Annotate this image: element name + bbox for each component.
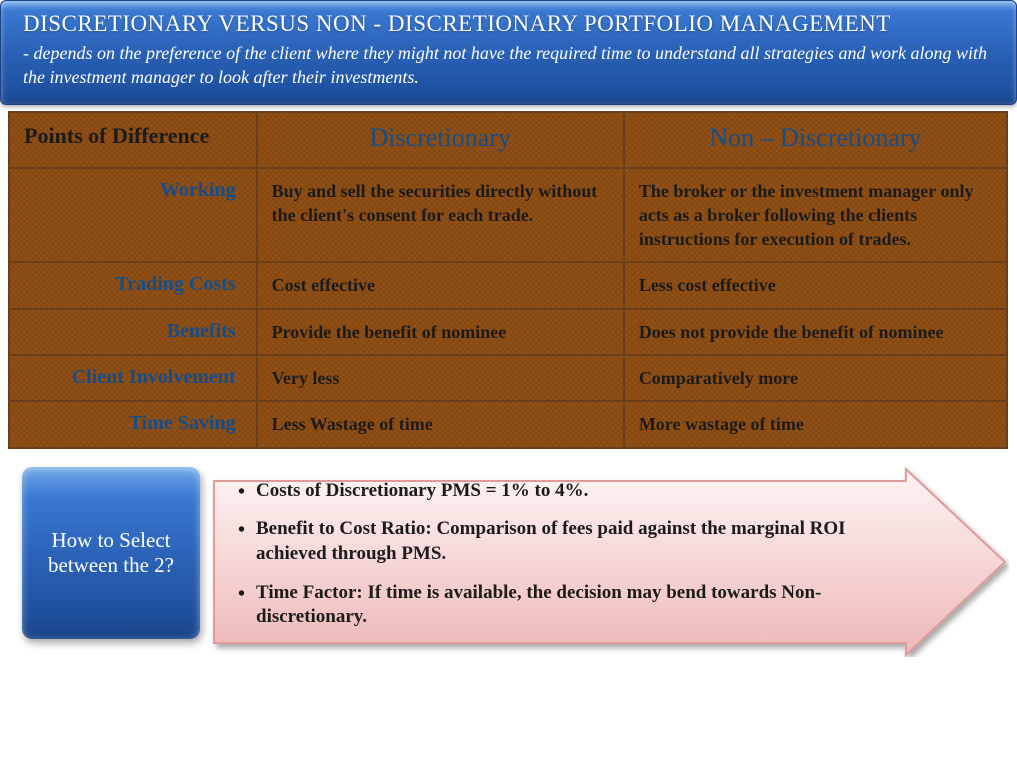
table-row: Time Saving Less Wastage of time More wa… bbox=[9, 401, 1007, 447]
row-label: Working bbox=[9, 168, 257, 263]
th-discretionary: Discretionary bbox=[257, 112, 624, 168]
banner-sub-text: depends on the preference of the client … bbox=[23, 43, 987, 87]
row-label: Benefits bbox=[9, 309, 257, 355]
th-points: Points of Difference bbox=[9, 112, 257, 168]
cell-non-discretionary: Comparatively more bbox=[624, 355, 1007, 401]
cell-discretionary: Provide the benefit of nominee bbox=[257, 309, 624, 355]
row-label: Trading Costs bbox=[9, 262, 257, 308]
th-non-discretionary: Non – Discretionary bbox=[624, 112, 1007, 168]
table-row: Working Buy and sell the securities dire… bbox=[9, 168, 1007, 263]
cell-discretionary: Cost effective bbox=[257, 262, 624, 308]
bottom-row: How to Select between the 2? Costs of Di… bbox=[22, 467, 1009, 657]
banner-sub-prefix: - bbox=[23, 43, 34, 63]
select-box-text: How to Select between the 2? bbox=[32, 528, 190, 578]
banner-subtitle: - depends on the preference of the clien… bbox=[23, 41, 994, 90]
row-label: Time Saving bbox=[9, 401, 257, 447]
cell-discretionary: Buy and sell the securities directly wit… bbox=[257, 168, 624, 263]
cell-non-discretionary: The broker or the investment manager onl… bbox=[624, 168, 1007, 263]
comparison-table: Points of Difference Discretionary Non –… bbox=[8, 111, 1008, 449]
table-head-row: Points of Difference Discretionary Non –… bbox=[9, 112, 1007, 168]
arrow-content: Costs of Discretionary PMS = 1% to 4%. B… bbox=[238, 479, 858, 644]
row-label: Client Involvement bbox=[9, 355, 257, 401]
cell-non-discretionary: Does not provide the benefit of nominee bbox=[624, 309, 1007, 355]
cell-discretionary: Very less bbox=[257, 355, 624, 401]
banner-title: DISCRETIONARY VERSUS NON - DISCRETIONARY… bbox=[23, 11, 994, 37]
table-row: Benefits Provide the benefit of nominee … bbox=[9, 309, 1007, 355]
table-row: Client Involvement Very less Comparative… bbox=[9, 355, 1007, 401]
header-banner: DISCRETIONARY VERSUS NON - DISCRETIONARY… bbox=[0, 0, 1017, 105]
arrow-shape-wrap: Costs of Discretionary PMS = 1% to 4%. B… bbox=[210, 467, 1009, 657]
cell-non-discretionary: Less cost effective bbox=[624, 262, 1007, 308]
select-between-box: How to Select between the 2? bbox=[22, 467, 200, 639]
cell-discretionary: Less Wastage of time bbox=[257, 401, 624, 447]
bullet-item: Benefit to Cost Ratio: Comparison of fee… bbox=[238, 517, 858, 566]
cell-non-discretionary: More wastage of time bbox=[624, 401, 1007, 447]
bullet-item: Time Factor: If time is available, the d… bbox=[238, 581, 858, 630]
table-row: Trading Costs Cost effective Less cost e… bbox=[9, 262, 1007, 308]
bullet-item: Costs of Discretionary PMS = 1% to 4%. bbox=[238, 479, 858, 504]
